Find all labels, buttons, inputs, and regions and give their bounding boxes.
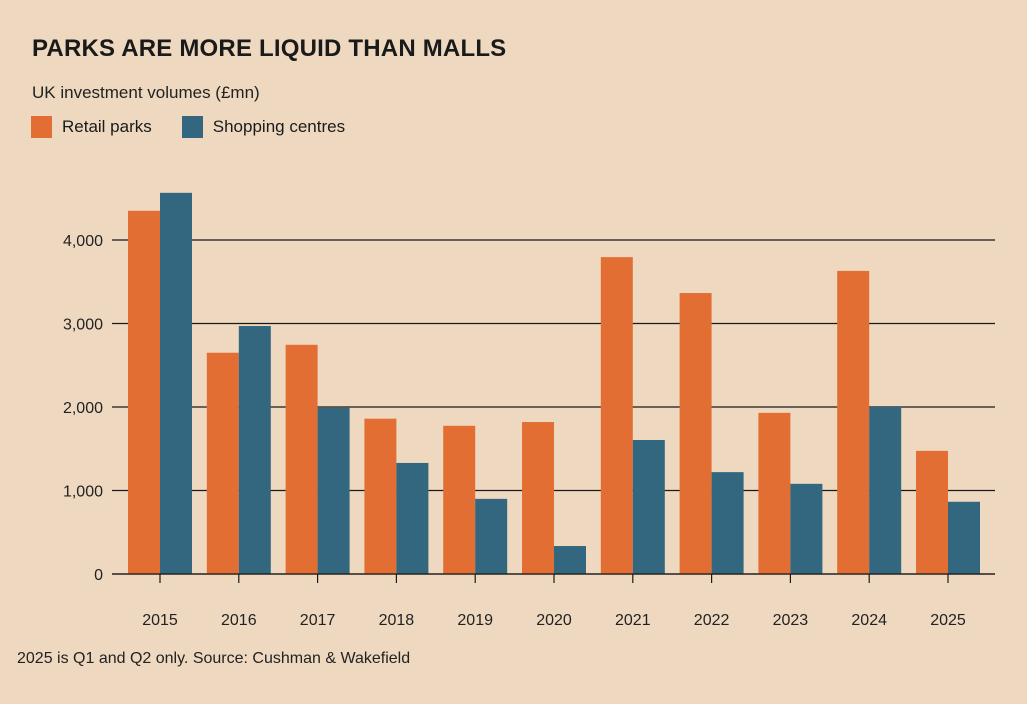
x-tick-label: 2015: [142, 612, 178, 629]
bar-shopping-centres-2023: [790, 483, 823, 574]
bar-shopping-centres-2017: [317, 407, 350, 574]
legend-label-retail-parks: Retail parks: [62, 117, 152, 136]
y-tick-label: 0: [94, 567, 103, 584]
bar-retail-parks-2022: [679, 293, 712, 574]
x-tick-label: 2023: [773, 612, 809, 629]
footnote: 2025 is Q1 and Q2 only. Source: Cushman …: [17, 650, 411, 667]
x-tick-label: 2021: [615, 612, 651, 629]
x-tick-label: 2020: [536, 612, 572, 629]
bar-shopping-centres-2022: [711, 472, 744, 574]
legend-item-shopping-centres: Shopping centres: [181, 116, 346, 138]
bar-shopping-centres-2021: [632, 439, 665, 574]
legend-label-shopping-centres: Shopping centres: [212, 117, 346, 136]
bar-retail-parks-2017: [285, 344, 318, 574]
y-tick-label: 4,000: [63, 233, 103, 250]
bar-retail-parks-2019: [443, 425, 476, 574]
legend: Retail parks Shopping centres: [31, 116, 375, 138]
legend-swatch-shopping-centres: [181, 116, 203, 138]
bar-retail-parks-2020: [522, 422, 554, 574]
x-tick-label: 2024: [851, 612, 887, 629]
bar-retail-parks-2024: [837, 270, 870, 574]
x-tick-label: 2019: [457, 612, 493, 629]
bar-shopping-centres-2018: [396, 462, 429, 574]
legend-swatch-retail-parks: [31, 116, 52, 138]
y-tick-label: 2,000: [63, 400, 103, 417]
x-tick-label: 2022: [694, 612, 730, 629]
bar-shopping-centres-2020: [554, 546, 586, 574]
legend-item-retail-parks: Retail parks: [31, 116, 152, 138]
bar-retail-parks-2015: [128, 210, 160, 574]
bar-retail-parks-2021: [600, 257, 633, 574]
bar-retail-parks-2023: [758, 412, 791, 574]
bar-shopping-centres-2024: [869, 407, 902, 574]
bar-shopping-centres-2019: [475, 498, 508, 574]
x-tick-label: 2025: [930, 612, 966, 629]
bar-shopping-centres-2016: [238, 326, 271, 574]
bar-shopping-centres-2025: [948, 501, 980, 574]
chart-subtitle: UK investment volumes (£mn): [32, 83, 260, 102]
bar-retail-parks-2016: [206, 352, 239, 574]
bar-retail-parks-2018: [364, 418, 397, 574]
bar-retail-parks-2025: [916, 450, 948, 574]
chart-title: PARKS ARE MORE LIQUID THAN MALLS: [32, 35, 507, 62]
bar-shopping-centres-2015: [160, 192, 192, 574]
x-tick-label: 2018: [379, 612, 415, 629]
x-tick-label: 2016: [221, 612, 257, 629]
x-tick-label: 2017: [300, 612, 336, 629]
y-tick-label: 3,000: [63, 317, 103, 334]
y-tick-label: 1,000: [63, 484, 103, 501]
